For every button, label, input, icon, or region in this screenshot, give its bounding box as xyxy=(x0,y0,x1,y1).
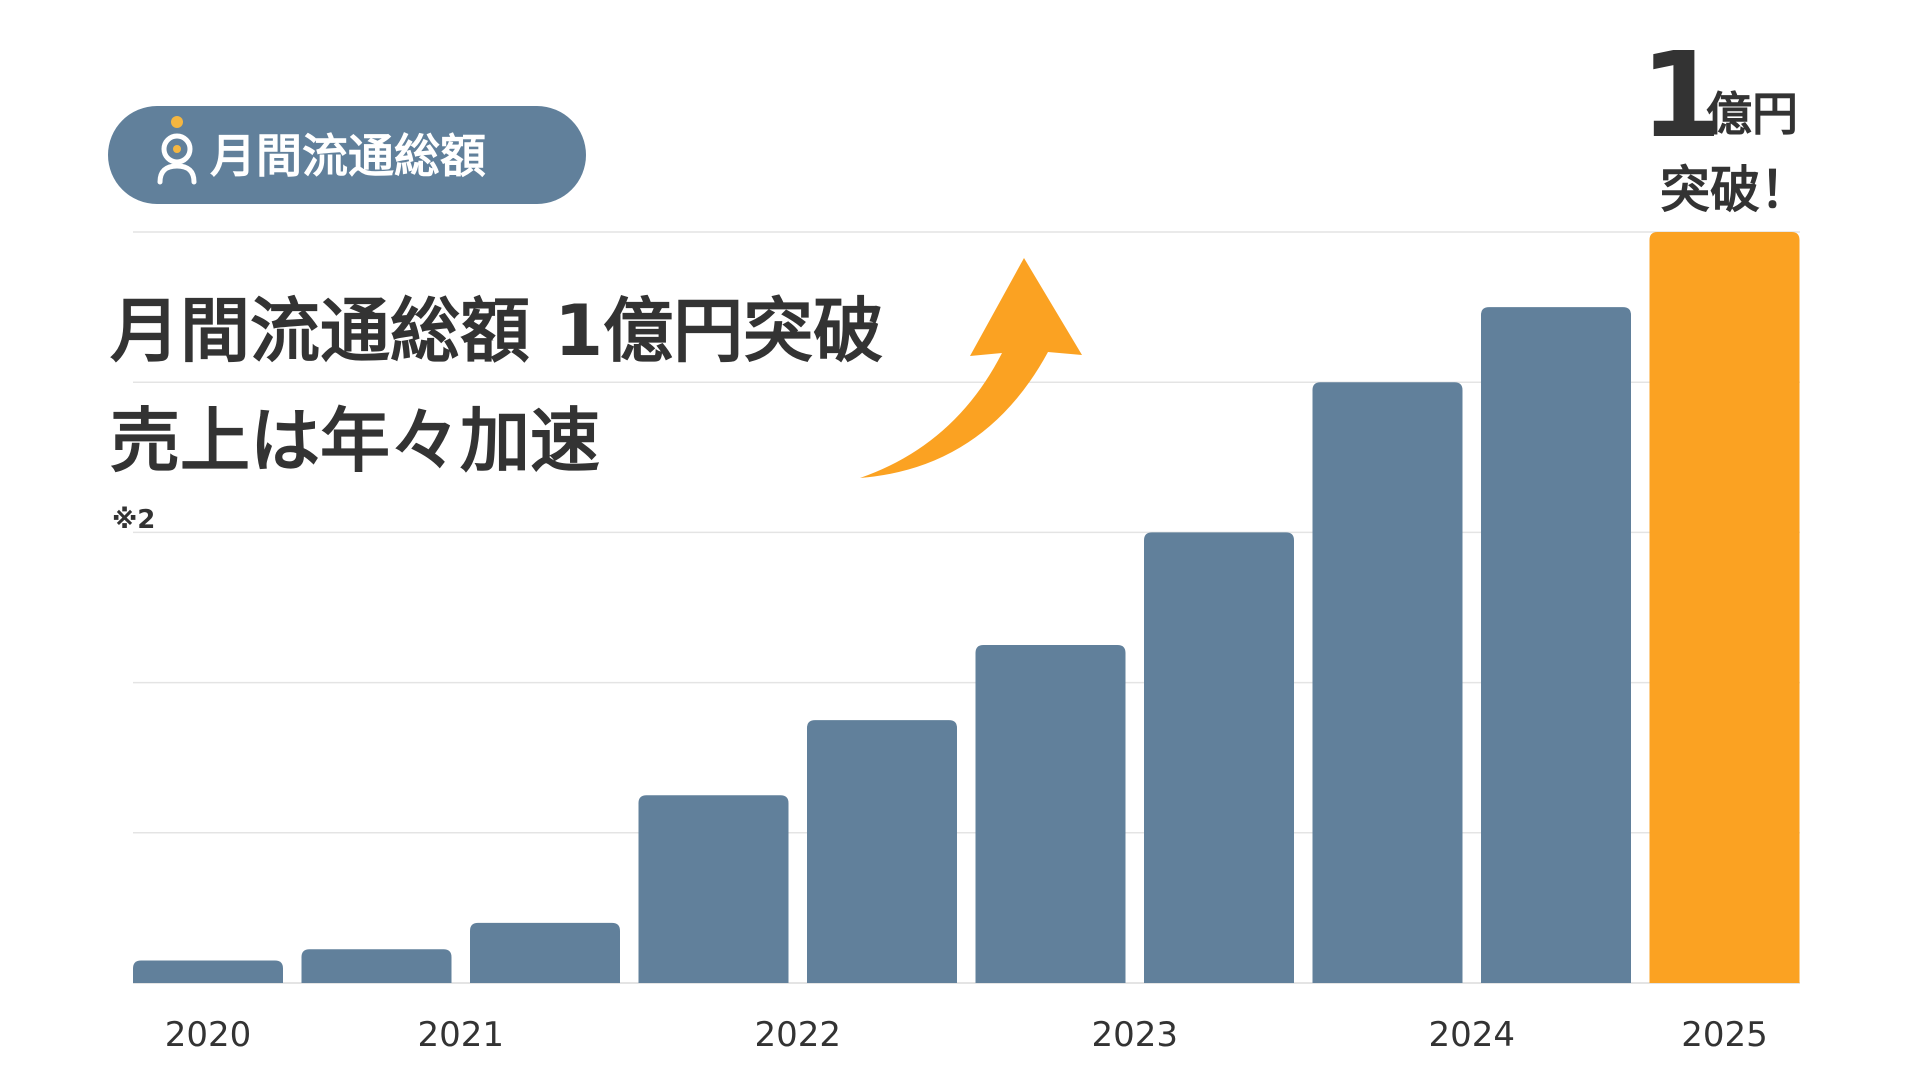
x-tick-label: 2025 xyxy=(1681,1015,1768,1055)
footnote-marker: ※2 xyxy=(112,505,155,535)
callout-unit: 億円 xyxy=(1706,87,1798,141)
headline-line-1: 月間流通総額 1億円突破 xyxy=(110,290,883,372)
x-tick-label: 2022 xyxy=(754,1015,841,1055)
bar xyxy=(1144,532,1294,983)
person-icon xyxy=(157,116,197,185)
bar xyxy=(1312,382,1463,983)
bar-highlight xyxy=(1649,232,1800,983)
callout-suffix: 突破！ xyxy=(1660,161,1810,219)
title-badge: 月間流通総額 xyxy=(108,106,586,204)
bars xyxy=(133,232,1800,984)
x-tick-label: 2020 xyxy=(165,1015,252,1055)
badge-background xyxy=(108,106,586,204)
x-tick-label: 2023 xyxy=(1091,1015,1178,1055)
bar xyxy=(470,922,620,983)
bar xyxy=(807,720,957,983)
x-tick-label: 2021 xyxy=(417,1015,504,1055)
headline-line-2: 売上は年々加速 xyxy=(110,400,600,482)
bar xyxy=(975,645,1126,983)
callout-number: 1 xyxy=(1640,26,1722,164)
bar xyxy=(1481,307,1631,984)
x-axis-ticks: 2020 2021 2022 2023 2024 2025 xyxy=(165,1015,1768,1055)
x-tick-label: 2024 xyxy=(1428,1015,1515,1055)
growth-arrow-icon xyxy=(860,258,1082,478)
bar xyxy=(301,949,452,983)
badge-label: 月間流通総額 xyxy=(210,129,486,183)
bar xyxy=(133,960,283,983)
bar xyxy=(638,795,789,983)
